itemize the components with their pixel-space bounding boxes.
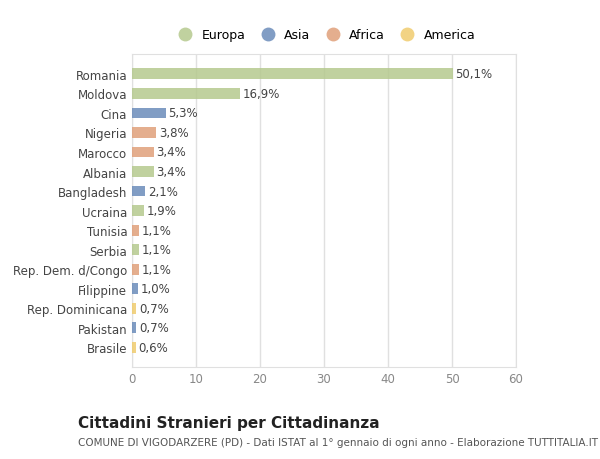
Bar [132, 128, 157, 139]
Text: 0,6%: 0,6% [139, 341, 168, 354]
Text: 1,9%: 1,9% [147, 205, 176, 218]
Bar [132, 264, 139, 275]
Text: 3,4%: 3,4% [157, 146, 186, 159]
Bar [132, 342, 136, 353]
Text: 0,7%: 0,7% [139, 302, 169, 315]
Text: 50,1%: 50,1% [455, 68, 493, 81]
Text: 1,1%: 1,1% [142, 224, 172, 237]
Text: 3,8%: 3,8% [159, 127, 188, 140]
Bar [132, 303, 136, 314]
Text: 16,9%: 16,9% [243, 88, 280, 101]
Bar [132, 206, 144, 217]
Legend: Europa, Asia, Africa, America: Europa, Asia, Africa, America [167, 24, 481, 47]
Text: Cittadini Stranieri per Cittadinanza: Cittadini Stranieri per Cittadinanza [78, 415, 380, 431]
Text: 3,4%: 3,4% [157, 166, 186, 179]
Bar [132, 323, 136, 334]
Bar [132, 69, 452, 80]
Bar [132, 225, 139, 236]
Bar [132, 108, 166, 119]
Text: 5,3%: 5,3% [169, 107, 198, 120]
Bar [132, 89, 240, 100]
Bar [132, 245, 139, 256]
Text: 1,0%: 1,0% [141, 283, 171, 296]
Bar [132, 186, 145, 197]
Text: 2,1%: 2,1% [148, 185, 178, 198]
Bar [132, 167, 154, 178]
Text: 1,1%: 1,1% [142, 244, 172, 257]
Text: 1,1%: 1,1% [142, 263, 172, 276]
Text: COMUNE DI VIGODARZERE (PD) - Dati ISTAT al 1° gennaio di ogni anno - Elaborazion: COMUNE DI VIGODARZERE (PD) - Dati ISTAT … [78, 437, 598, 447]
Bar [132, 284, 139, 295]
Text: 0,7%: 0,7% [139, 322, 169, 335]
Bar [132, 147, 154, 158]
